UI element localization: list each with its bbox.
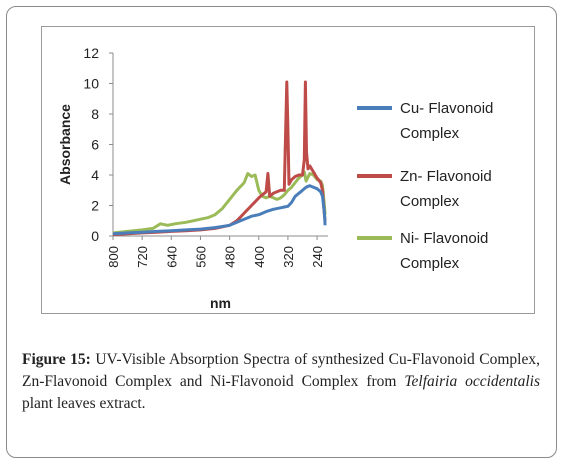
y-tick-label: 12 <box>83 45 99 61</box>
chart-area-border <box>41 26 535 314</box>
x-tick-label: 640 <box>164 246 179 268</box>
y-tick-label: 10 <box>83 76 99 92</box>
caption-species: Telfairia occidentalis <box>404 373 540 390</box>
caption-label: Figure 15: <box>22 351 91 368</box>
y-axis-title: Absorbance <box>57 104 73 185</box>
legend-label-2: Ni- Flavonoid <box>400 230 488 247</box>
legend-label-0-line2: Complex <box>400 125 460 142</box>
absorbance-chart: 0 2 4 6 8 10 12 800 720 640 560 480 400 320 240 nm Absor… <box>57 45 493 311</box>
series-line-0 <box>112 184 327 236</box>
legend-label-0: Cu- Flavonoid <box>400 100 493 117</box>
x-tick-label: 560 <box>193 246 208 268</box>
caption-text-2: plant leaves extract. <box>22 395 146 412</box>
figure-caption: Figure 15: UV-Visible Absorption Spectra… <box>22 349 540 415</box>
x-tick-label: 240 <box>310 246 325 268</box>
legend-label-1-line2: Complex <box>400 193 460 210</box>
figure-frame <box>6 6 557 458</box>
series-line-2 <box>112 170 327 235</box>
y-tick-label: 8 <box>91 106 99 122</box>
x-axis-title: nm <box>210 295 231 311</box>
y-tick-label: 6 <box>91 137 99 153</box>
legend-label-1: Zn- Flavonoid <box>400 168 492 185</box>
caption-text-1: UV-Visible Absorption Spectra of synthes… <box>22 351 540 390</box>
legend-label-2-line2: Complex <box>400 255 460 272</box>
x-tick-label: 720 <box>135 246 150 268</box>
y-tick-label: 0 <box>91 228 99 244</box>
x-tick-label: 800 <box>106 246 121 268</box>
y-tick-label: 4 <box>91 167 99 183</box>
x-tick-label: 480 <box>223 246 238 268</box>
y-tick-label: 2 <box>91 198 99 214</box>
x-tick-label: 320 <box>281 246 296 268</box>
x-tick-label: 400 <box>252 246 267 268</box>
